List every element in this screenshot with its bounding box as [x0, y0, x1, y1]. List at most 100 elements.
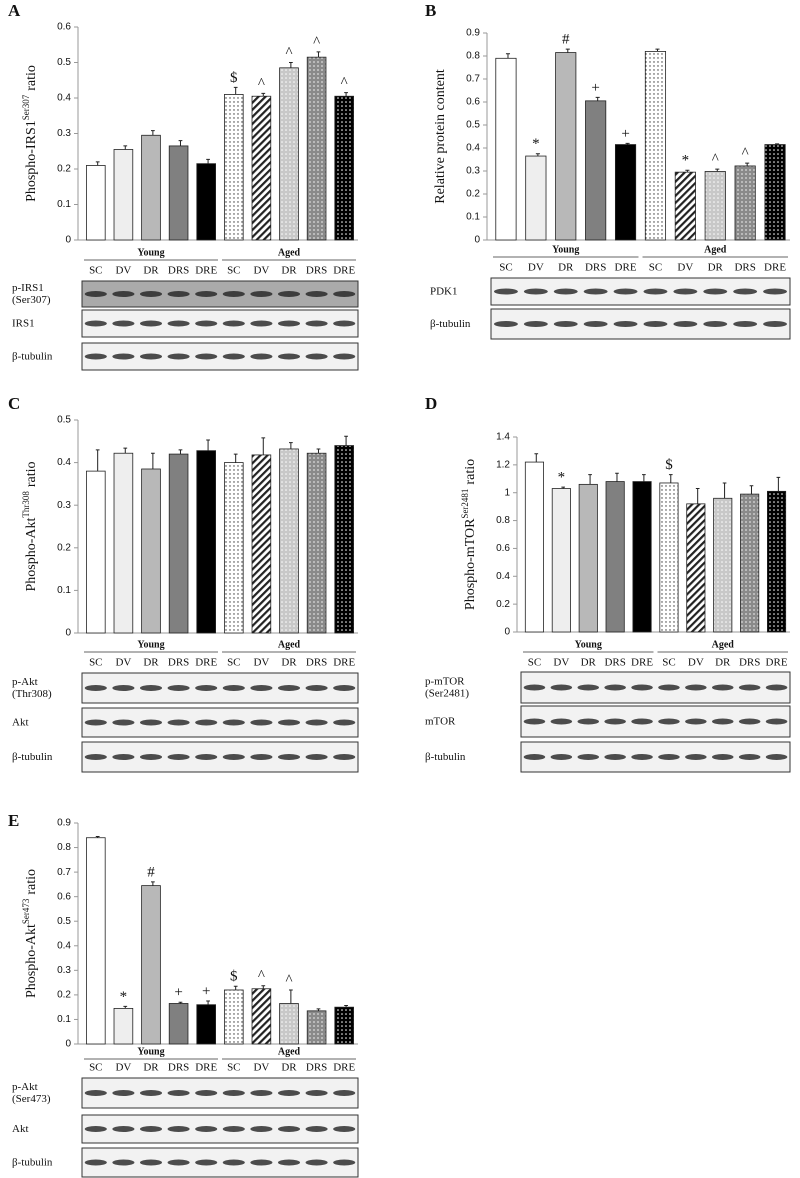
error-bar — [289, 62, 293, 68]
y-axis-label-part: Ser2481 — [460, 489, 470, 519]
x-tick-label: DV — [115, 657, 131, 669]
annotation: ^ — [258, 968, 265, 984]
blot-band — [550, 718, 573, 725]
blot-band — [333, 1090, 356, 1096]
blot-band — [738, 684, 761, 691]
blot-band — [139, 1126, 163, 1132]
x-tick-label: SC — [662, 657, 675, 669]
blot-band — [685, 684, 707, 691]
blot-band — [277, 685, 301, 691]
annotation: * — [558, 470, 566, 486]
x-tick-label: DR — [281, 1062, 297, 1074]
blot-label-line: β-tubulin — [430, 318, 471, 330]
bar — [279, 1003, 299, 1045]
annotation: ^ — [742, 146, 749, 162]
blot-band — [250, 685, 273, 691]
panel-letter: B — [425, 1, 436, 20]
blot-label-line: β-tubulin — [12, 1156, 53, 1168]
error-bar — [151, 881, 155, 886]
y-tick-label: 0.3 — [466, 166, 480, 177]
blot-band — [84, 320, 107, 327]
error-bar — [151, 130, 155, 136]
error-bar — [151, 452, 155, 469]
blot-band — [333, 1159, 356, 1166]
blot-band — [523, 288, 548, 295]
blot-band — [112, 1126, 135, 1132]
blot-band — [195, 1090, 218, 1096]
blot-band — [305, 353, 328, 360]
blot-label: p-Akt (Thr308) — [12, 676, 52, 700]
blot-band — [222, 754, 245, 760]
blot-band — [711, 754, 734, 760]
blot-label-line: (Ser473) — [12, 1093, 51, 1105]
blot-band — [711, 718, 734, 725]
blot-band — [305, 685, 328, 691]
x-tick-label: DR — [581, 657, 597, 669]
blot-label-line: p-IRS1 — [12, 282, 44, 294]
error-bar — [722, 482, 727, 499]
blot-band — [333, 353, 356, 360]
error-bar — [535, 153, 540, 157]
blot-band — [763, 321, 788, 327]
blot-label: p-mTOR (Ser2481) — [425, 675, 469, 699]
blot-band — [631, 718, 653, 725]
x-tick-label: DR — [708, 262, 724, 274]
bar — [168, 145, 189, 241]
x-tick-label: DR — [558, 262, 574, 274]
x-tick-label: DRE — [195, 657, 217, 669]
group-label: Young — [137, 639, 164, 650]
annotation: ^ — [341, 75, 348, 91]
blot-band — [523, 754, 546, 760]
y-tick-label: 0.8 — [57, 842, 71, 853]
x-tick-label: SC — [528, 657, 541, 669]
error-bar — [178, 449, 183, 455]
error-bar — [123, 145, 128, 150]
annotation: ^ — [258, 76, 265, 92]
annotation: * — [120, 989, 128, 1005]
bar — [525, 155, 547, 241]
y-tick-label: 0.2 — [57, 164, 71, 175]
annotation: + — [202, 983, 210, 999]
blot-band — [733, 288, 758, 295]
blot-band — [222, 1090, 245, 1096]
blot-band — [577, 684, 600, 691]
y-axis-label: Phospho-AktSer473 ratio — [21, 869, 39, 998]
group-label: Aged — [278, 1046, 301, 1057]
y-tick-label: 0.8 — [466, 51, 480, 62]
bar — [740, 493, 760, 633]
x-tick-label: DRE — [631, 657, 653, 669]
blot-band — [139, 685, 163, 691]
y-tick-label: 0.6 — [496, 543, 510, 554]
blot-band — [112, 291, 135, 297]
panel-letter: E — [8, 811, 19, 830]
bar — [659, 482, 679, 633]
blot-band — [195, 685, 218, 691]
error-bar — [344, 435, 348, 446]
error-bar — [95, 161, 100, 166]
bar — [555, 52, 577, 241]
annotation: ^ — [313, 34, 320, 50]
y-tick-label: 0.1 — [57, 199, 71, 210]
blot-band — [277, 1159, 301, 1166]
blot-band — [703, 321, 728, 327]
blot-band — [550, 754, 573, 760]
y-tick-label: 0.5 — [466, 120, 480, 131]
error-bar — [561, 486, 566, 489]
blot-band — [250, 291, 273, 297]
blot-band — [550, 684, 573, 691]
blot-band — [763, 288, 788, 295]
blot-band — [333, 719, 356, 726]
blot-band — [250, 320, 273, 327]
x-tick-label: DR — [281, 265, 297, 277]
bar — [113, 452, 134, 634]
error-bar — [668, 474, 673, 483]
error-bar — [178, 1001, 183, 1004]
group-label: Aged — [278, 639, 301, 650]
blot-band — [250, 1126, 273, 1132]
y-axis-label-part: ratio — [24, 65, 39, 91]
error-bar — [316, 1008, 321, 1011]
group-label: Young — [552, 244, 579, 255]
x-tick-label: DRE — [195, 265, 217, 277]
y-tick-label: 1 — [504, 487, 510, 498]
